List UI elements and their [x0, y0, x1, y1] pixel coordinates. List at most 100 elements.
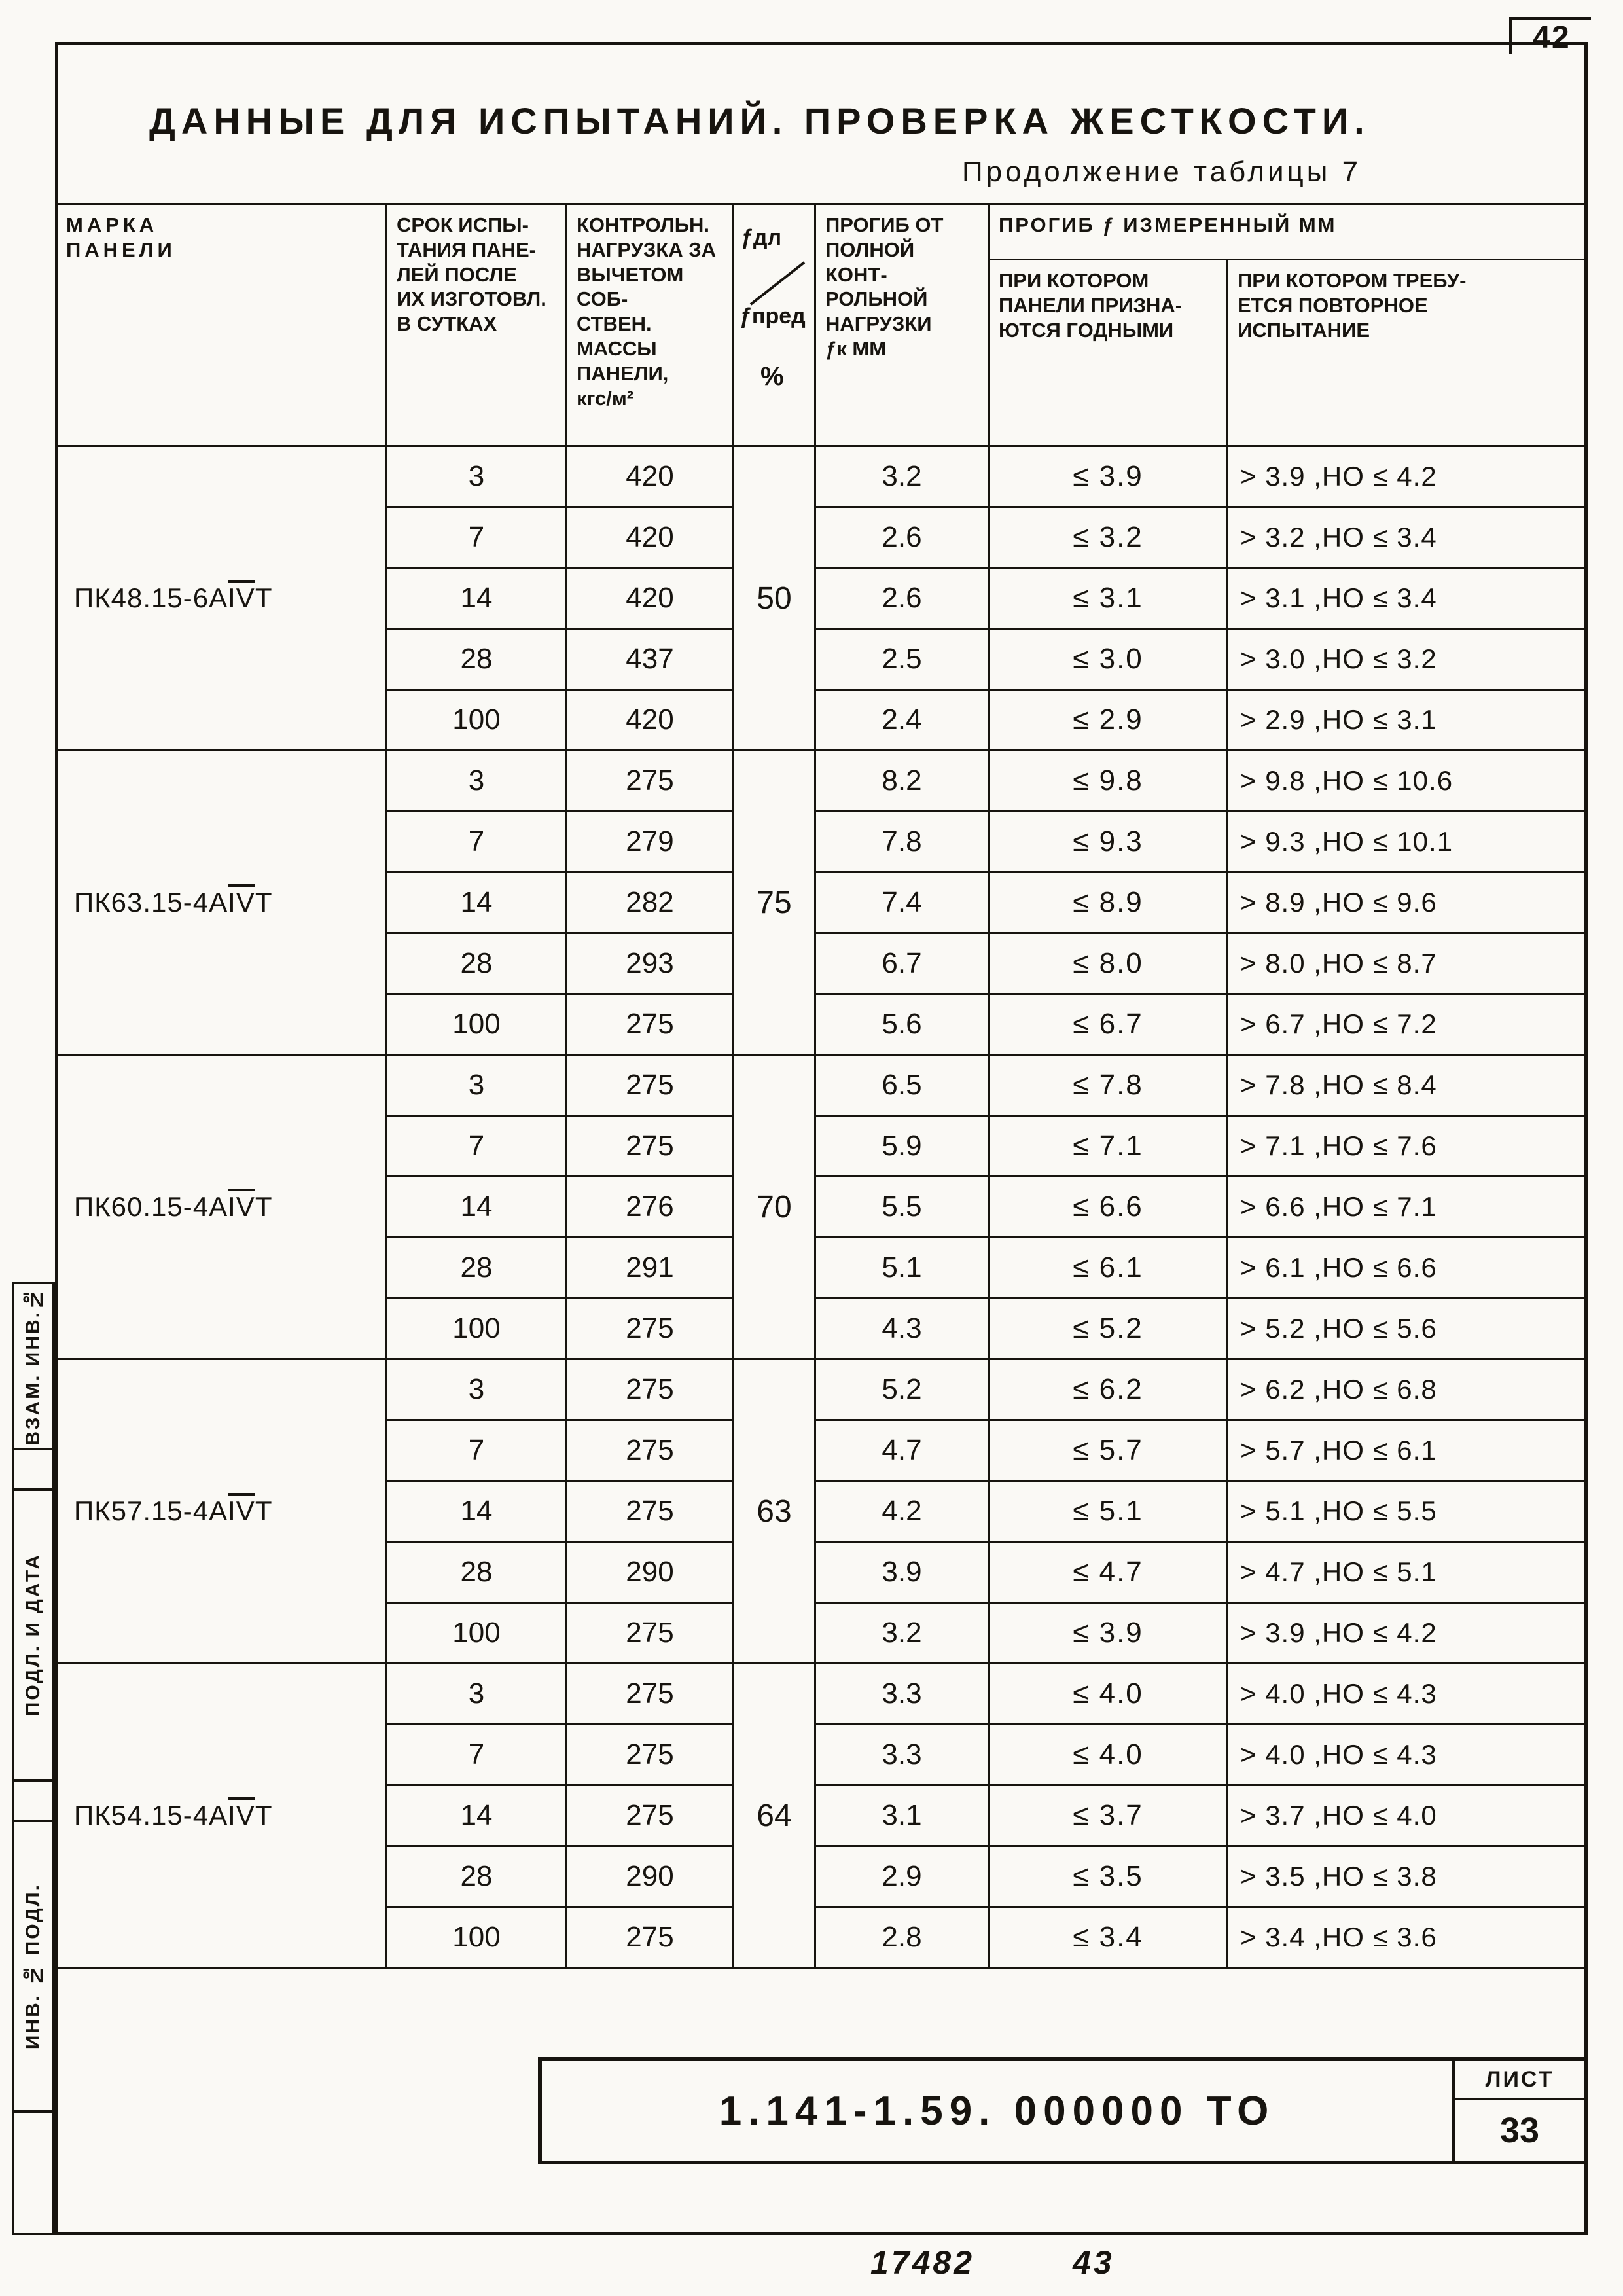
control-load-cell: 275	[565, 1480, 734, 1543]
panel-mark-suffix: Т	[255, 583, 273, 613]
accepted-deflection-cell: ≤ 5.7	[988, 1419, 1228, 1482]
control-load-cell: 275	[565, 1723, 734, 1786]
deflection-ratio-cell: 75	[732, 749, 816, 1056]
retest-deflection-cell: > 6.7 ,НО ≤ 7.2	[1226, 993, 1589, 1056]
test-days-cell: 7	[385, 1115, 567, 1177]
table-row: 100 275 2.8 ≤ 3.4 > 3.4 ,НО ≤ 3.6	[56, 1906, 1589, 1969]
test-days-cell: 14	[385, 1480, 567, 1543]
control-deflection-cell: 4.3	[814, 1297, 990, 1360]
accepted-deflection-cell: ≤ 6.2	[988, 1358, 1228, 1421]
control-deflection-cell: 5.5	[814, 1175, 990, 1238]
control-deflection-cell: 3.2	[814, 445, 990, 508]
panel-mark-cell: ПК57.15-4АIVТ	[55, 1358, 387, 1664]
panel-mark-prefix: ПК54.15-4А	[74, 1800, 228, 1831]
accepted-deflection-cell: ≤ 3.9	[988, 445, 1228, 508]
stamp-section-vzam: ВЗАМ. ИНВ.№	[14, 1284, 52, 1450]
panel-mark-cell: ПК54.15-4АIVТ	[55, 1662, 387, 1969]
header-measured-deflection: ПРОГИБ ƒ ИЗМЕРЕННЫЙ ММ	[987, 203, 1589, 260]
accepted-deflection-cell: ≤ 3.9	[988, 1602, 1228, 1664]
test-days-cell: 3	[385, 1662, 567, 1725]
panel-mark-roman: IV	[228, 1800, 255, 1831]
panel-mark-suffix: Т	[255, 887, 273, 918]
test-days-cell: 28	[385, 1541, 567, 1604]
stamp-label-podl-data: ПОДЛ. И ДАТА	[22, 1553, 44, 1717]
deflection-ratio-cell: 70	[732, 1054, 816, 1360]
test-days-cell: 100	[385, 1906, 567, 1969]
panel-mark-suffix: Т	[255, 1800, 273, 1831]
test-days-cell: 100	[385, 993, 567, 1056]
table-row: 28 437 2.5 ≤ 3.0 > 3.0 ,НО ≤ 3.2	[56, 628, 1589, 691]
retest-deflection-cell: > 4.0 ,НО ≤ 4.3	[1226, 1662, 1589, 1725]
test-days-cell: 14	[385, 871, 567, 934]
stamp-spacer	[14, 1450, 52, 1491]
sheet-label: ЛИСТ	[1455, 2061, 1584, 2100]
panel-mark-roman: IV	[228, 887, 255, 918]
accepted-deflection-cell: ≤ 8.0	[988, 932, 1228, 995]
control-load-cell: 420	[565, 506, 734, 569]
deflection-ratio-cell: 64	[732, 1662, 816, 1969]
ratio-denominator: ƒпред	[740, 304, 806, 329]
accepted-deflection-cell: ≤ 5.1	[988, 1480, 1228, 1543]
document-title: ДАННЫЕ ДЛЯ ИСПЫТАНИЙ. ПРОВЕРКА ЖЕСТКОСТИ…	[149, 100, 1370, 141]
stamp-section-inv-podl: ИНВ. № ПОДЛ.	[14, 1822, 52, 2113]
retest-deflection-cell: > 8.0 ,НО ≤ 8.7	[1226, 932, 1589, 995]
control-deflection-cell: 4.7	[814, 1419, 990, 1482]
table-row: 100 275 5.6 ≤ 6.7 > 6.7 ,НО ≤ 7.2	[56, 993, 1589, 1056]
accepted-deflection-cell: ≤ 7.8	[988, 1054, 1228, 1117]
control-deflection-cell: 5.9	[814, 1115, 990, 1177]
control-load-cell: 275	[565, 1115, 734, 1177]
retest-deflection-cell: > 5.2 ,НО ≤ 5.6	[1226, 1297, 1589, 1360]
retest-deflection-cell: > 7.1 ,НО ≤ 7.6	[1226, 1115, 1589, 1177]
test-days-cell: 14	[385, 567, 567, 630]
retest-deflection-cell: > 3.0 ,НО ≤ 3.2	[1226, 628, 1589, 691]
test-days-cell: 28	[385, 1236, 567, 1299]
table-row: 28 293 6.7 ≤ 8.0 > 8.0 ,НО ≤ 8.7	[56, 932, 1589, 995]
test-days-cell: 100	[385, 1297, 567, 1360]
accepted-deflection-cell: ≤ 7.1	[988, 1115, 1228, 1177]
test-days-cell: 14	[385, 1175, 567, 1238]
control-load-cell: 290	[565, 1541, 734, 1604]
table-row: ПК57.15-4АIVТ 3 275 63 5.2 ≤ 6.2 > 6.2 ,НО ≤ 6…	[55, 1358, 1589, 1664]
control-deflection-cell: 8.2	[814, 749, 990, 812]
control-deflection-cell: 2.8	[814, 1906, 990, 1969]
control-deflection-cell: 3.3	[814, 1723, 990, 1786]
retest-deflection-cell: > 9.8 ,НО ≤ 10.6	[1226, 749, 1589, 812]
stamp-label-vzam: ВЗАМ. ИНВ.№	[22, 1286, 44, 1446]
test-days-cell: 7	[385, 810, 567, 873]
control-deflection-cell: 2.6	[814, 567, 990, 630]
test-days-cell: 3	[385, 749, 567, 812]
retest-deflection-cell: > 3.4 ,НО ≤ 3.6	[1226, 1906, 1589, 1969]
accepted-deflection-cell: ≤ 6.6	[988, 1175, 1228, 1238]
retest-deflection-cell: > 3.7 ,НО ≤ 4.0	[1226, 1784, 1589, 1847]
accepted-deflection-cell: ≤ 4.0	[988, 1723, 1228, 1786]
control-deflection-cell: 7.8	[814, 810, 990, 873]
panel-mark-prefix: ПК63.15-4А	[74, 887, 228, 918]
control-load-cell: 420	[565, 689, 734, 751]
stamp-spacer	[14, 2113, 52, 2233]
control-load-cell: 275	[565, 1419, 734, 1482]
test-days-cell: 100	[385, 689, 567, 751]
document-number: 1.141-1.59. 000000 ТО	[719, 2088, 1275, 2134]
accepted-deflection-cell: ≤ 5.2	[988, 1297, 1228, 1360]
retest-deflection-cell: > 5.7 ,НО ≤ 6.1	[1226, 1419, 1589, 1482]
control-deflection-cell: 6.5	[814, 1054, 990, 1117]
control-deflection-cell: 2.4	[814, 689, 990, 751]
header-accepted: ПРИ КОТОРОМ ПАНЕЛИ ПРИЗНА- ЮТСЯ ГОДНЫМИ	[988, 259, 1228, 447]
table-row: 28 290 2.9 ≤ 3.5 > 3.5 ,НО ≤ 3.8	[56, 1845, 1589, 1908]
test-days-cell: 7	[385, 1419, 567, 1482]
accepted-deflection-cell: ≤ 3.7	[988, 1784, 1228, 1847]
control-deflection-cell: 3.1	[814, 1784, 990, 1847]
table-row: ПК54.15-4АIVТ 3 275 64 3.3 ≤ 4.0 > 4.0 ,НО ≤ 4…	[55, 1662, 1589, 1969]
test-days-cell: 100	[385, 1602, 567, 1664]
panel-mark-roman: IV	[228, 1191, 255, 1222]
control-deflection-cell: 4.2	[814, 1480, 990, 1543]
control-deflection-cell: 6.7	[814, 932, 990, 995]
retest-deflection-cell: > 5.1 ,НО ≤ 5.5	[1226, 1480, 1589, 1543]
table-row: 28 291 5.1 ≤ 6.1 > 6.1 ,НО ≤ 6.6	[56, 1236, 1589, 1299]
control-deflection-cell: 3.9	[814, 1541, 990, 1604]
table-row: 7 275 5.9 ≤ 7.1 > 7.1 ,НО ≤ 7.6	[56, 1115, 1589, 1177]
control-load-cell: 275	[565, 1906, 734, 1969]
test-days-cell: 28	[385, 932, 567, 995]
accepted-deflection-cell: ≤ 6.7	[988, 993, 1228, 1056]
panel-mark-suffix: Т	[255, 1191, 273, 1222]
